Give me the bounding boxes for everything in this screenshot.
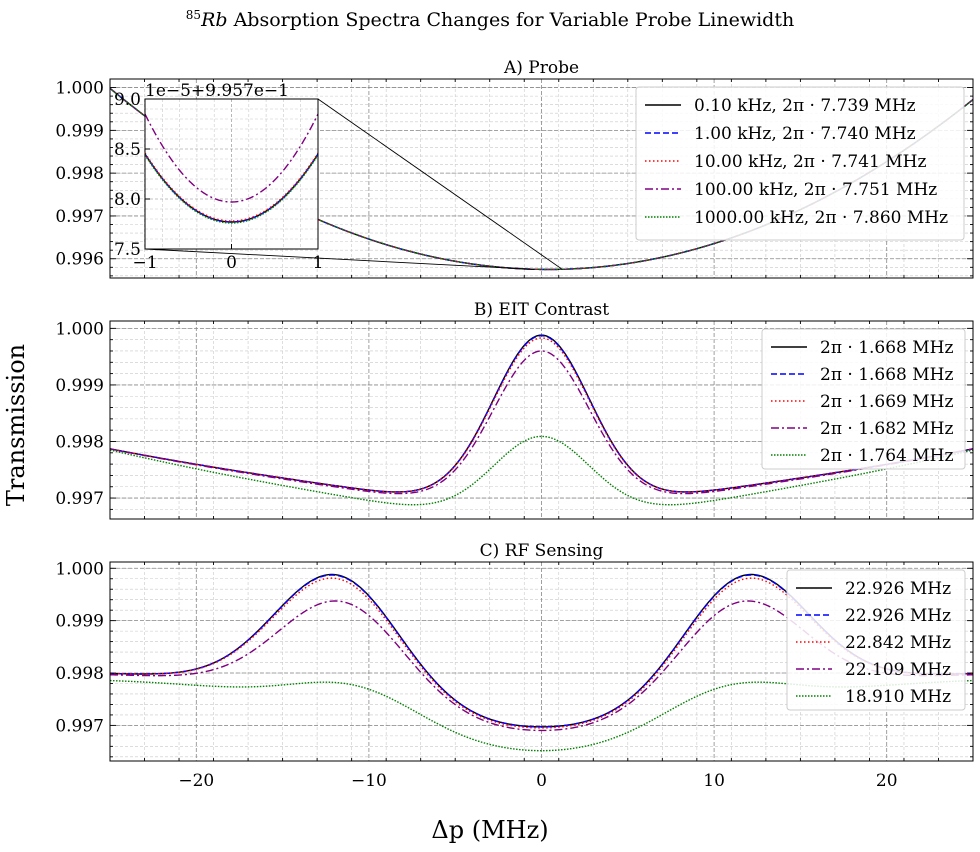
y-tick-label: 0.997 [55, 207, 104, 227]
legend-entry: 1000.00 kHz, 2π · 7.860 MHz [694, 208, 948, 228]
legend-eit: 2π · 1.668 MHz 2π · 1.668 MHz 2π · 1.669 M… [761, 328, 966, 470]
inset-axes: 7.5 8.0 8.5 9.0 −1 0 1 1e−5+9.957e−1 [114, 81, 563, 273]
figure-title-element: Rb [200, 9, 227, 31]
y-tick-label: 0.998 [55, 432, 104, 452]
panel-title-probe: A) Probe [503, 58, 579, 78]
legend-box [761, 328, 966, 470]
y-tick-label: 0.997 [55, 489, 104, 509]
panel-rf: 0.997 0.998 0.999 1.000 −20 −10 0 10 20 C) RF Sen… [55, 541, 974, 791]
figure-title: 85Rb Absorption Spectra Changes for Vari… [186, 8, 794, 31]
inset-y-tick-label: 8.5 [114, 140, 141, 160]
legend-entry: 22.926 MHz [845, 606, 951, 626]
legend-entry: 22.109 MHz [845, 660, 951, 680]
series-line-rf-1 [110, 574, 973, 728]
y-tick-label: 1.000 [55, 319, 104, 339]
y-axis-label: Transmission [2, 344, 30, 506]
inset-x-tick-label: −1 [132, 253, 157, 273]
y-tick-label: 0.998 [55, 164, 104, 184]
y-tick-label: 0.999 [55, 376, 104, 396]
ticks-eit [109, 321, 974, 519]
x-tick-label: 10 [703, 771, 725, 791]
grid-rf [109, 562, 974, 761]
series-line-eit-1 [110, 335, 973, 493]
series-line-eit-3 [110, 350, 973, 495]
panel-title-rf: C) RF Sensing [480, 541, 604, 561]
y-tick-label: 0.996 [55, 250, 104, 270]
axes-frame-probe [109, 78, 974, 279]
legend-entry: 2π · 1.764 MHz [820, 446, 954, 466]
panel-probe: 0.996 0.997 0.998 0.999 1.000 A) Probe 7.5 8.0 8… [55, 58, 974, 279]
legend-box [786, 569, 966, 711]
legend-entry: 2π · 1.682 MHz [820, 419, 954, 439]
legend-entry: 18.910 MHz [845, 687, 951, 707]
inset-series-group [145, 113, 318, 224]
inset-connector [144, 248, 535, 270]
x-axis-label: Δp (MHz) [431, 816, 548, 844]
inset-y-tick-label: 7.5 [114, 240, 141, 260]
legend-rf: 22.926 MHz 22.926 MHz 22.842 MHz 22.109 MHz… [786, 569, 966, 711]
ticks-rf [109, 562, 974, 761]
inset-y-tick-label: 9.0 [114, 90, 141, 110]
inset-x-tick-label: 1 [313, 253, 324, 273]
legend-entry: 22.842 MHz [845, 633, 951, 653]
x-tick-label: 20 [876, 771, 898, 791]
chart-panels: 0.996 0.997 0.998 0.999 1.000 A) Probe 7.5 8.0 8… [55, 58, 974, 791]
y-tick-label: 0.998 [55, 664, 104, 684]
figure-title-isotope: 85 [186, 8, 201, 22]
inset-x-tick-label: 0 [226, 253, 237, 273]
inset-connector [317, 98, 563, 270]
inset-series-line-4 [145, 154, 318, 224]
legend-probe: 0.10 kHz, 2π · 7.739 MHz 1.00 kHz, 2π · 7… [635, 86, 965, 241]
series-group-eit [110, 334, 973, 506]
legend-box [635, 86, 965, 241]
legend-entry: 2π · 1.668 MHz [820, 338, 954, 358]
inset-offset-label: 1e−5+9.957e−1 [145, 81, 289, 101]
axes-frame-eit [109, 320, 974, 520]
grid-eit [109, 321, 974, 519]
inset-series-line-3 [145, 113, 318, 203]
x-tick-label: 0 [536, 771, 547, 791]
y-tick-label: 1.000 [55, 559, 104, 579]
panel-title-eit: B) EIT Contrast [474, 300, 609, 320]
panel-eit: 0.997 0.998 0.999 1.000 B) EIT Contrast 2π · … [55, 300, 974, 520]
y-tick-label: 0.999 [55, 612, 104, 632]
y-tick-label: 1.000 [55, 79, 104, 99]
x-tick-label: −10 [351, 771, 387, 791]
legend-entry: 100.00 kHz, 2π · 7.751 MHz [694, 180, 937, 200]
series-line-rf-4 [110, 679, 973, 752]
x-tick-label: −20 [178, 771, 214, 791]
inset-series-line-2 [145, 152, 318, 222]
ticks-probe [109, 78, 974, 278]
axes-frame-rf [109, 561, 974, 762]
legend-entry: 2π · 1.668 MHz [820, 365, 954, 385]
series-line-eit-4 [110, 435, 973, 506]
y-tick-label: 0.997 [55, 716, 104, 736]
y-tick-label: 0.999 [55, 121, 104, 141]
inset-y-tick-label: 8.0 [114, 190, 141, 210]
legend-entry: 22.926 MHz [845, 579, 951, 599]
legend-entry: 0.10 kHz, 2π · 7.739 MHz [694, 96, 916, 116]
legend-entry: 2π · 1.669 MHz [820, 392, 954, 412]
legend-entry: 10.00 kHz, 2π · 7.741 MHz [694, 152, 926, 172]
legend-entry: 1.00 kHz, 2π · 7.740 MHz [694, 124, 916, 144]
figure-title-text: Absorption Spectra Changes for Variable … [228, 9, 795, 31]
